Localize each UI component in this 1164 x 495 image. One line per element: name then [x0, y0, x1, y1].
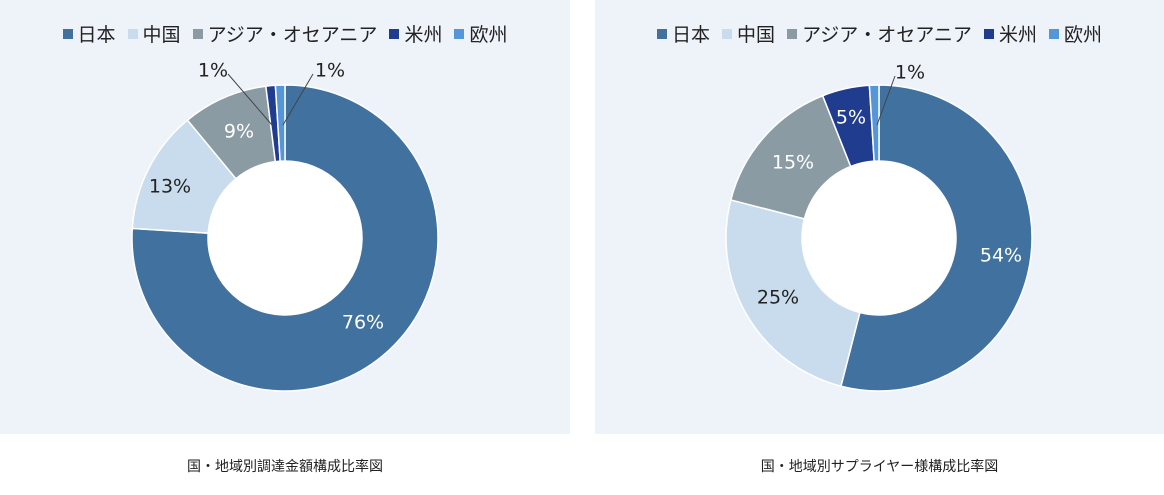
legend-swatch-americas: [389, 28, 400, 39]
legend-label: 米州: [404, 24, 443, 46]
data-label-americas: 1%: [198, 60, 228, 82]
legend-item-china: 中国: [722, 20, 775, 47]
legend-swatch-europe: [1048, 28, 1059, 39]
legend-label: 日本: [77, 24, 116, 46]
legend-swatch-europe: [454, 28, 465, 39]
data-label-europe: 1%: [315, 60, 345, 82]
data-label-americas: 5%: [836, 107, 866, 129]
donut-chart-procurement: 76% 13% 9% 1% 1%: [131, 60, 439, 392]
legend-item-china: 中国: [127, 20, 181, 47]
data-label-japan: 76%: [342, 312, 384, 334]
chart-panel-suppliers: 日本 中国 アジア・オセアニア 米州 欧州 54% 25% 15% 5% 1%: [595, 0, 1164, 434]
donut-hole: [208, 161, 362, 315]
legend-item-europe: 欧州: [454, 20, 507, 47]
legend-swatch-japan: [657, 28, 668, 39]
legend-label: 日本: [672, 24, 711, 46]
legend-label: 欧州: [469, 24, 508, 46]
legend: 日本 中国 アジア・オセアニア 米州 欧州: [0, 20, 570, 47]
leader-line-europe: [282, 73, 314, 126]
legend-label: 中国: [142, 24, 181, 46]
chart-caption-suppliers: 国・地域別サプライヤー様構成比率図: [760, 459, 999, 475]
leader-line-americas: [227, 73, 273, 126]
legend-label: アジア・オセアニア: [802, 24, 972, 46]
donut-chart-suppliers: 54% 25% 15% 5% 1%: [725, 62, 1033, 392]
data-label-asia-oceania: 15%: [772, 152, 814, 174]
legend-item-europe: 欧州: [1048, 20, 1102, 47]
legend: 日本 中国 アジア・オセアニア 米州 欧州: [595, 20, 1164, 47]
donut-slice-japan: [840, 84, 1033, 392]
data-label-china: 13%: [149, 176, 191, 198]
chart-caption-procurement: 国・地域別調達金額構成比率図: [187, 459, 383, 475]
data-label-japan: 54%: [980, 245, 1022, 267]
legend-label: 米州: [998, 24, 1037, 46]
legend-label: アジア・オセアニア: [207, 24, 378, 46]
legend-swatch-china: [722, 28, 733, 39]
leader-line-europe: [876, 75, 896, 126]
legend-swatch-asia-oceania: [192, 28, 203, 39]
legend-item-americas: 米州: [983, 20, 1037, 47]
donut-slice-japan: [131, 84, 439, 392]
donut-slice-china: [725, 199, 861, 388]
data-label-asia-oceania: 9%: [224, 121, 254, 143]
legend-swatch-americas: [983, 28, 994, 39]
legend-item-americas: 米州: [389, 20, 442, 47]
data-label-china: 25%: [757, 287, 799, 309]
chart-panel-procurement: 日本 中国 アジア・オセアニア 米州 欧州 76% 13% 9% 1% 1%: [0, 0, 570, 434]
legend-swatch-china: [127, 28, 138, 39]
legend-swatch-japan: [62, 28, 73, 39]
legend-item-japan: 日本: [657, 20, 710, 47]
legend-item-asia-oceania: アジア・オセアニア: [787, 20, 972, 47]
legend-label: 中国: [737, 24, 776, 46]
legend-swatch-asia-oceania: [787, 28, 798, 39]
donut-hole: [802, 161, 956, 315]
data-label-europe: 1%: [895, 62, 925, 84]
legend-item-asia-oceania: アジア・オセアニア: [192, 20, 378, 47]
legend-label: 欧州: [1063, 24, 1102, 46]
legend-item-japan: 日本: [62, 20, 116, 47]
donut-slice-europe: [868, 84, 880, 162]
donut-slice-europe: [274, 84, 286, 162]
